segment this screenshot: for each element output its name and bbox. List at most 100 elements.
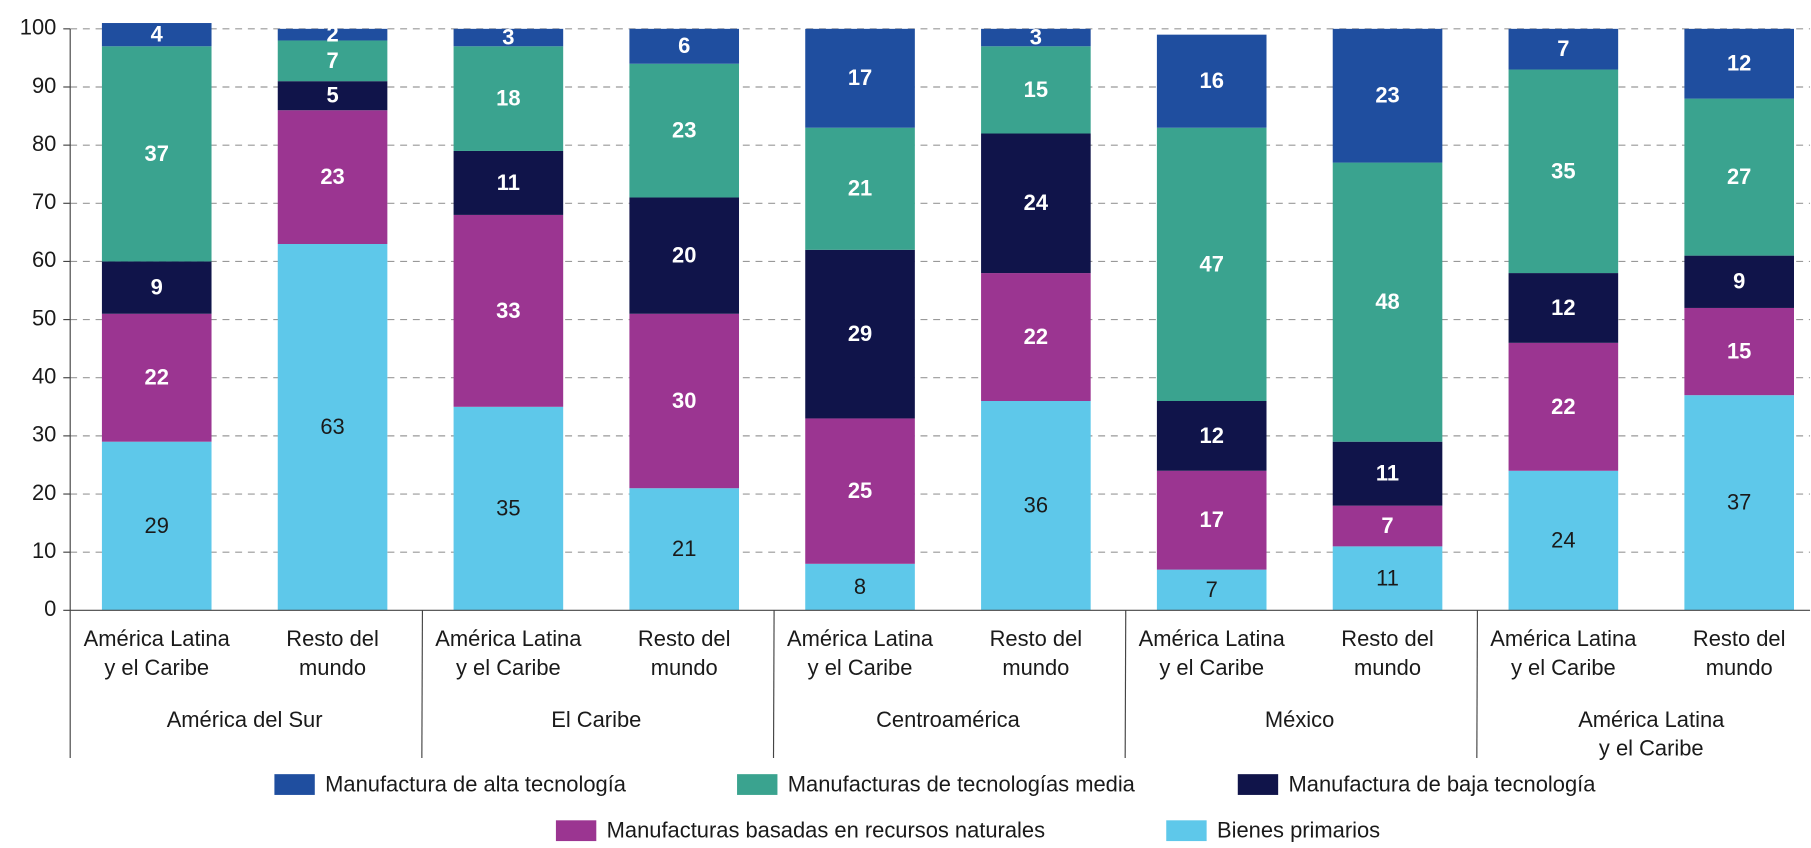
value-label: 7 bbox=[1206, 577, 1218, 602]
bar-segment bbox=[629, 197, 740, 314]
value-label: 23 bbox=[672, 118, 696, 143]
group-label: El Caribe bbox=[551, 707, 641, 732]
value-label: 30 bbox=[672, 388, 696, 413]
bar-segment bbox=[629, 488, 740, 611]
value-label: 11 bbox=[497, 170, 520, 195]
legend-label: Manufacturas basadas en recursos natural… bbox=[607, 818, 1045, 843]
value-label: 21 bbox=[848, 176, 872, 201]
legend-swatch bbox=[1166, 820, 1207, 842]
y-tick-label: 70 bbox=[32, 189, 56, 214]
bar-segment bbox=[1156, 127, 1267, 401]
value-label: 16 bbox=[1200, 68, 1224, 93]
group-label: América del Sur bbox=[167, 707, 323, 732]
bar-segment bbox=[1156, 400, 1267, 471]
x-tick-label: mundo bbox=[651, 655, 718, 680]
value-label: 22 bbox=[1551, 394, 1575, 419]
x-tick-label: y el Caribe bbox=[456, 655, 561, 680]
value-label: 5 bbox=[326, 83, 338, 108]
bar-segment bbox=[277, 28, 388, 41]
x-tick-label: mundo bbox=[1002, 655, 1069, 680]
bar-segment bbox=[805, 249, 915, 419]
x-tick-label: América Latina bbox=[84, 626, 231, 651]
bar-segment bbox=[629, 313, 740, 489]
value-label: 63 bbox=[320, 414, 344, 439]
value-label: 25 bbox=[848, 478, 872, 503]
legend-swatch bbox=[555, 820, 597, 842]
legend-label: Bienes primarios bbox=[1217, 818, 1380, 843]
x-tick-label: Resto del bbox=[638, 626, 731, 651]
bar-segment bbox=[1156, 569, 1267, 611]
bar-segment bbox=[1684, 255, 1794, 308]
value-label: 4 bbox=[151, 22, 164, 47]
bar-segment bbox=[101, 23, 212, 47]
value-label: 29 bbox=[145, 513, 169, 538]
x-tick-label: América Latina bbox=[435, 626, 582, 651]
value-label: 15 bbox=[1024, 77, 1048, 102]
bar-segment bbox=[101, 313, 212, 442]
x-tick-label: América Latina bbox=[1139, 626, 1286, 651]
y-tick-label: 10 bbox=[32, 538, 56, 563]
value-label: 12 bbox=[1727, 51, 1751, 76]
value-label: 3 bbox=[502, 25, 514, 50]
bar-segment bbox=[805, 418, 915, 564]
value-label: 12 bbox=[1200, 423, 1224, 448]
x-tick-label: mundo bbox=[1354, 655, 1421, 680]
bar-segment bbox=[101, 441, 212, 611]
x-tick-label: mundo bbox=[299, 655, 366, 680]
value-label: 11 bbox=[1376, 461, 1399, 486]
bar-segment bbox=[1684, 395, 1794, 611]
x-tick-label: mundo bbox=[1706, 655, 1773, 680]
value-label: 24 bbox=[1024, 190, 1049, 215]
value-label: 15 bbox=[1727, 339, 1751, 364]
value-label: 22 bbox=[1024, 324, 1048, 349]
bar-segment bbox=[1156, 470, 1267, 570]
value-label: 12 bbox=[1551, 295, 1575, 320]
bar-segment bbox=[101, 261, 212, 314]
value-label: 21 bbox=[672, 536, 696, 561]
bar-segment bbox=[805, 563, 915, 611]
bar-segment bbox=[805, 28, 915, 128]
y-tick-label: 0 bbox=[44, 596, 56, 621]
group-label: México bbox=[1265, 707, 1334, 732]
legend-swatch bbox=[274, 774, 315, 795]
value-label: 37 bbox=[1727, 490, 1751, 515]
y-tick-label: 90 bbox=[32, 73, 56, 98]
value-label: 7 bbox=[1557, 36, 1569, 61]
bar-segment bbox=[981, 46, 1091, 134]
bar-segment bbox=[981, 133, 1091, 274]
value-label: 20 bbox=[672, 243, 696, 268]
y-tick-label: 40 bbox=[32, 364, 56, 389]
value-label: 22 bbox=[145, 365, 169, 390]
bar-segment bbox=[1684, 307, 1794, 396]
x-tick-label: América Latina bbox=[1490, 626, 1637, 651]
value-label: 27 bbox=[1727, 164, 1751, 189]
bar-segment bbox=[1332, 505, 1443, 547]
legend-swatch bbox=[737, 774, 778, 795]
bar-segment bbox=[453, 46, 564, 151]
bar-segment bbox=[1332, 28, 1443, 163]
group-separator bbox=[421, 610, 424, 759]
bar-segment bbox=[1684, 98, 1794, 256]
value-label: 36 bbox=[1024, 493, 1048, 518]
bar-segment bbox=[981, 28, 1091, 47]
group-separator bbox=[772, 610, 775, 759]
x-tick-label: Resto del bbox=[286, 626, 379, 651]
bar-segment bbox=[629, 28, 740, 64]
bar-segment bbox=[1508, 470, 1619, 611]
bar-segment bbox=[277, 81, 388, 111]
x-tick-label: Resto del bbox=[1341, 626, 1434, 651]
group-label: y el Caribe bbox=[1599, 736, 1704, 761]
legend-label: Manufactura de baja tecnología bbox=[1289, 771, 1597, 796]
value-label: 8 bbox=[854, 574, 866, 599]
value-label: 6 bbox=[678, 33, 690, 58]
value-label: 29 bbox=[848, 321, 872, 346]
bar-segment bbox=[277, 40, 388, 82]
x-tick-label: Resto del bbox=[1693, 626, 1786, 651]
bar-segment bbox=[453, 406, 564, 611]
value-label: 11 bbox=[1376, 565, 1399, 590]
bar-segment bbox=[1332, 546, 1443, 611]
y-tick-label: 100 bbox=[20, 15, 57, 40]
bar-segment bbox=[981, 273, 1091, 401]
